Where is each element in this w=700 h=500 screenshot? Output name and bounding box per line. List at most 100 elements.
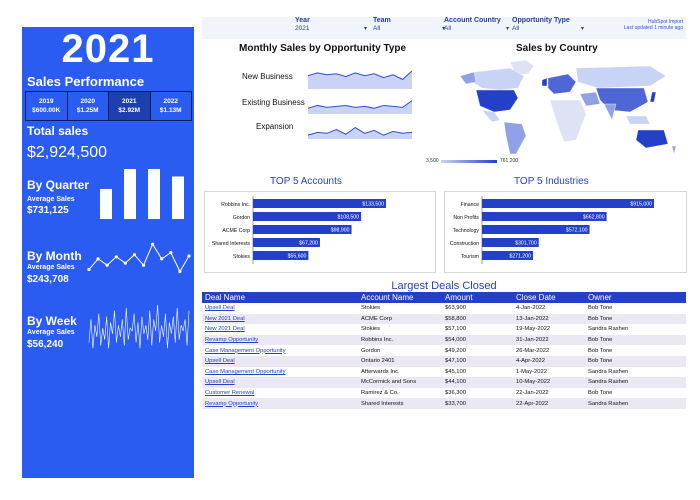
map-region-india[interactable] [603,103,617,121]
map-region-alaska[interactable] [459,71,477,85]
account-bar[interactable] [253,212,362,221]
deal-link[interactable]: Case Management Opportunity [205,368,286,375]
deal-name-cell[interactable]: Upsell Deal [202,303,358,314]
map-region-asia[interactable] [595,87,649,113]
table-row[interactable]: Case Management Opportunity Gordon $49,200… [202,345,686,356]
deal-link[interactable]: Revamp Opportunity [205,337,259,344]
month-point[interactable] [96,257,100,261]
map-region-south-america[interactable] [503,121,527,155]
world-map[interactable] [430,58,688,160]
map-region-usa[interactable] [475,89,519,113]
filter-year-select[interactable]: 2021 ▾ [295,25,367,32]
column-header[interactable]: Amount [442,292,513,303]
account-bar[interactable] [253,225,352,234]
deal-name-cell[interactable]: Upsell Deal [202,377,358,388]
industry-value-label: $572,100 [566,228,588,234]
account-name-cell: McCormick and Sons [358,377,442,388]
deal-link[interactable]: Upsell Deal [205,358,235,365]
industry-bar[interactable] [482,238,539,247]
year-box-2022[interactable]: 2022 $1.13M [149,91,192,121]
deal-name-cell[interactable]: Revamp Opportunity [202,334,358,346]
deal-name-cell[interactable]: Upsell Deal [202,355,358,367]
sparkline-area [308,127,412,139]
filter-account-country[interactable]: Account Country All ▾ [444,17,509,32]
deal-link[interactable]: Case Management Opportunity [205,347,286,354]
account-bar[interactable] [253,251,309,260]
account-bar[interactable] [253,238,320,247]
quarter-average-value: $731,125 [27,205,69,216]
filter-team[interactable]: Team All ▾ [373,17,445,32]
filter-team-select[interactable]: All ▾ [373,25,445,32]
column-header[interactable]: Close Date [513,292,585,303]
deal-link[interactable]: New 2021 Deal [205,326,245,333]
year-box-2021[interactable]: 2021 $2.92M [108,91,151,121]
filter-opportunity-type-select[interactable]: All ▾ [512,25,584,32]
deal-link[interactable]: New 2021 Deal [205,315,245,322]
month-point[interactable] [105,263,109,267]
industry-bar[interactable] [482,225,590,234]
table-row[interactable]: Revamp Opportunity Robbins Inc. $54,000 31-… [202,334,686,346]
map-region-middle-east[interactable] [579,91,601,107]
table-row[interactable]: New 2021 Deal ACME Corp $58,800 13-Jan-2022… [202,313,686,325]
filter-label: Year [295,17,310,24]
deal-link[interactable]: Customer Renewal [205,390,255,397]
deal-link[interactable]: Upsell Deal [205,305,235,312]
deal-link[interactable]: Revamp Opportunity [205,400,259,407]
map-region-europe[interactable] [547,73,577,95]
table-row[interactable]: Upsell Deal Ontario 2401 $47,100 4-Apr-2022… [202,355,686,367]
month-point[interactable] [87,267,91,271]
industry-bar[interactable] [482,212,607,221]
month-point[interactable] [160,257,164,261]
table-row[interactable]: New 2021 Deal Stokies $57,100 19-May-2022 Sa… [202,324,686,335]
column-header[interactable]: Account Name [358,292,442,303]
map-region-africa[interactable] [549,99,587,143]
deal-link[interactable]: Upsell Deal [205,379,235,386]
deal-name-cell[interactable]: Case Management Opportunity [202,345,358,356]
table-row[interactable]: Case Management Opportunity Afterwards In… [202,367,686,378]
table-row[interactable]: Upsell Deal Stokies $63,900 4-Jan-2022 Bob T… [202,303,686,314]
account-bar[interactable] [253,199,386,208]
year-box-2020[interactable]: 2020 $1.25M [66,91,109,121]
month-point[interactable] [151,242,155,246]
industry-bar[interactable] [482,199,654,208]
map-region-southeast-asia[interactable] [625,115,651,125]
filter-opportunity-type[interactable]: Opportunity Type All ▾ [512,17,584,32]
map-region-uk[interactable] [541,77,548,87]
month-point[interactable] [169,251,173,255]
column-header[interactable]: Owner [585,292,686,303]
map-region-mexico[interactable] [481,109,501,123]
deal-name-cell[interactable]: Revamp Opportunity [202,398,358,409]
sparkline-line[interactable] [308,100,412,109]
table-row[interactable]: Upsell Deal McCormick and Sons $44,100 10-M… [202,377,686,388]
map-region-australia[interactable] [635,129,669,149]
column-header[interactable]: Deal Name [202,292,358,303]
quarter-bar[interactable] [172,176,184,220]
month-point[interactable] [114,255,118,259]
map-region-japan[interactable] [649,91,657,103]
filter-account-country-select[interactable]: All ▾ [444,25,509,32]
industry-bar[interactable] [482,251,533,260]
quarter-bar[interactable] [148,169,160,219]
month-point[interactable] [123,261,127,265]
month-point[interactable] [178,269,182,274]
deal-name-cell[interactable]: New 2021 Deal [202,313,358,325]
year-box-2019[interactable]: 2019 $600.00K [25,91,68,121]
month-point[interactable] [141,263,146,267]
deal-name-cell[interactable]: Case Management Opportunity [202,367,358,378]
account-value-label: $98,900 [331,228,350,234]
sparkline-line[interactable] [308,70,412,81]
year-box-value: $1.13M [159,107,182,114]
month-point[interactable] [132,253,137,257]
quarter-bar[interactable] [124,169,136,219]
map-region-new-zealand[interactable] [671,145,677,155]
table-row[interactable]: Customer Renewal Ramirez & Co. $36,300 22-J… [202,388,686,399]
quarter-bar[interactable] [100,189,112,219]
map-region-russia[interactable] [575,65,667,89]
month-point[interactable] [187,254,191,258]
filter-year[interactable]: Year 2021 ▾ [295,17,367,32]
table-row[interactable]: Revamp Opportunity Shared Interests $33,70… [202,398,686,409]
deal-name-cell[interactable]: New 2021 Deal [202,324,358,335]
map-region-canada[interactable] [471,67,525,91]
sparkline-line[interactable] [308,127,412,136]
deal-name-cell[interactable]: Customer Renewal [202,388,358,399]
